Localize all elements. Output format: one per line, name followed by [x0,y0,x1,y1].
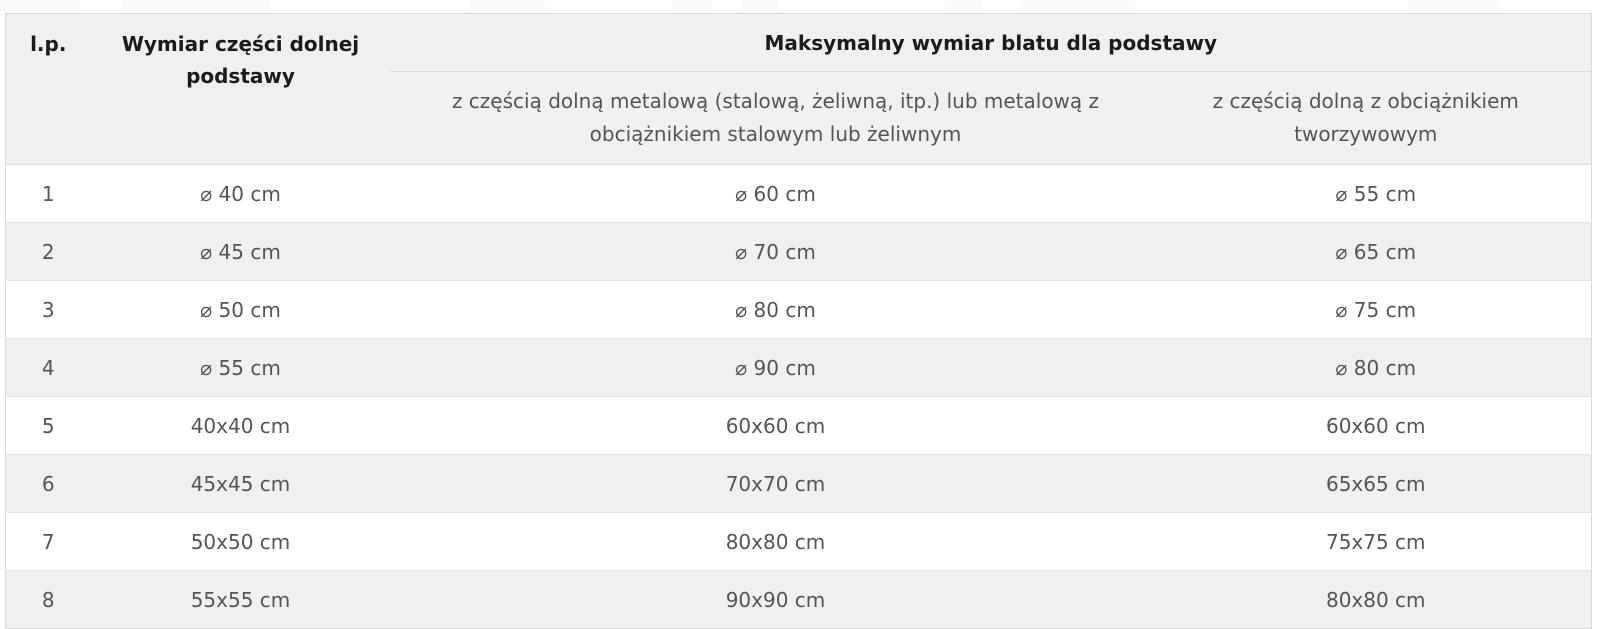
cell-base: ⌀ 45 cm [90,222,391,281]
cell-metal: 90x90 cm [390,570,1161,629]
top-edge-artifacts [0,0,1597,11]
cell-base: ⌀ 55 cm [90,338,391,397]
cell-lp: 4 [5,338,91,397]
cell-plastic: 65x65 cm [1160,454,1592,513]
cell-plastic: ⌀ 75 cm [1160,280,1592,339]
cell-plastic: 60x60 cm [1160,396,1592,455]
cell-metal: 60x60 cm [390,396,1161,455]
cell-base: ⌀ 50 cm [90,280,391,339]
cell-base: 55x55 cm [90,570,391,629]
header-row-group: l.p. Wymiar części dolnej podstawy Maksy… [5,13,1592,165]
cell-plastic: ⌀ 80 cm [1160,338,1592,397]
cell-metal: 70x70 cm [390,454,1161,513]
table-row: 5 40x40 cm 60x60 cm 60x60 cm [5,396,1592,455]
dimensions-table-container: l.p. Wymiar części dolnej podstawy Maksy… [5,13,1593,629]
header-max-tabletop-group: Maksymalny wymiar blatu dla podstawy [390,13,1592,72]
cell-plastic: ⌀ 55 cm [1335,181,1417,206]
cell-metal: ⌀ 70 cm [390,222,1161,281]
header-metal-base: z częścią dolną metalową (stalową, żeliw… [390,71,1161,165]
table-header: l.p. Wymiar części dolnej podstawy Maksy… [5,13,1592,165]
header-base-dimension: Wymiar części dolnej podstawy [90,13,391,165]
cell-metal: ⌀ 60 cm [735,181,816,206]
cell-lp: 6 [5,454,91,513]
cell-plastic: ⌀ 65 cm [1160,222,1592,281]
header-lp: l.p. [5,13,91,165]
cell-lp: 7 [5,512,91,571]
cell-base: 45x45 cm [90,454,391,513]
cell-lp: 3 [5,280,91,339]
dimensions-table: l.p. Wymiar części dolnej podstawy Maksy… [5,13,1593,629]
cell-lp: 8 [5,570,91,629]
cell-plastic: 80x80 cm [1160,570,1592,629]
cell-metal: ⌀ 80 cm [390,280,1161,339]
table-row: 3 ⌀ 50 cm ⌀ 80 cm ⌀ 75 cm [5,280,1592,339]
table-row: 6 45x45 cm 70x70 cm 65x65 cm [5,454,1592,513]
header-plastic-weight: z częścią dolną z obciążnikiem tworzywow… [1160,71,1592,165]
table-row: 8 55x55 cm 90x90 cm 80x80 cm [5,570,1592,629]
cell-lp: 5 [5,396,91,455]
cell-metal: 80x80 cm [390,512,1161,571]
table-row: 1 ⌀ 40 cm ⌀ 60 cm ⌀ 55 cm [6,165,1592,223]
table-body: 1 ⌀ 40 cm ⌀ 60 cm ⌀ 55 cm 2 ⌀ 45 cm ⌀ 70… [5,165,1592,629]
table-row: 7 50x50 cm 80x80 cm 75x75 cm [5,512,1592,571]
cell-base: ⌀ 40 cm [200,181,281,206]
table-row: 2 ⌀ 45 cm ⌀ 70 cm ⌀ 65 cm [5,222,1592,281]
table-row: 4 ⌀ 55 cm ⌀ 90 cm ⌀ 80 cm [5,338,1592,397]
cell-base: 50x50 cm [90,512,391,571]
cell-plastic: 75x75 cm [1160,512,1592,571]
cell-lp: 1 [41,181,55,206]
cell-metal: ⌀ 90 cm [390,338,1161,397]
cell-base: 40x40 cm [90,396,391,455]
header-row-sub: z częścią dolną metalową (stalową, żeliw… [6,71,1592,165]
cell-lp: 2 [5,222,91,281]
